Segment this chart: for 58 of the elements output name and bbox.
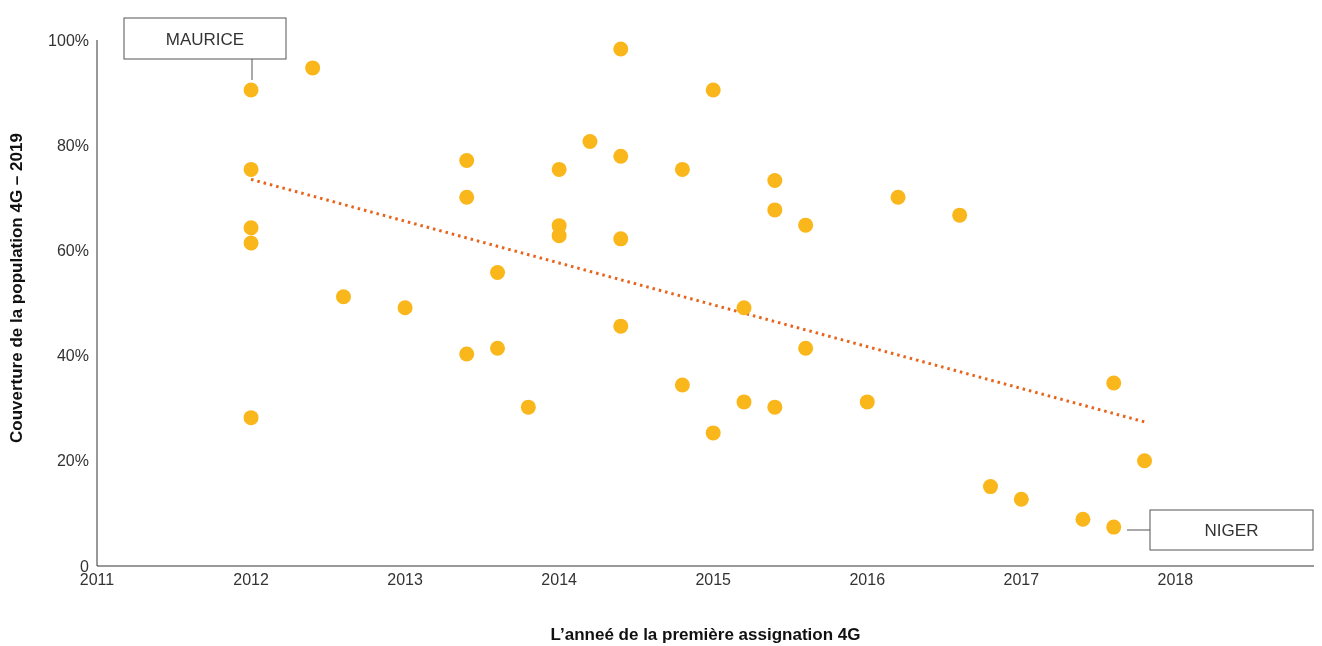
point [490, 264, 506, 280]
x-tick-label: 2015 [695, 571, 732, 589]
point [890, 189, 906, 205]
annotation: NIGER [1204, 521, 1259, 540]
point [490, 340, 506, 356]
point [613, 318, 629, 334]
y-tick-label: 60% [56, 242, 89, 260]
point [859, 394, 875, 410]
y-axis-title: Couverture de la population 4G – 2019 [7, 133, 27, 443]
y-tick-label: 40% [56, 347, 89, 365]
y-tick-label: 80% [56, 136, 89, 154]
point [1013, 491, 1029, 507]
point [551, 161, 567, 177]
x-tick-label: 2017 [1003, 571, 1040, 589]
point [1075, 511, 1091, 527]
point [1106, 375, 1122, 391]
x-tick-label: 2018 [1157, 571, 1194, 589]
x-tick-label: 2016 [849, 571, 886, 589]
point [674, 161, 690, 177]
point [798, 217, 814, 233]
point [459, 189, 475, 205]
point [243, 161, 259, 177]
point [767, 202, 783, 218]
point [335, 289, 351, 305]
point [551, 228, 567, 244]
point [674, 377, 690, 393]
point [798, 340, 814, 356]
point [243, 410, 259, 426]
point [767, 399, 783, 415]
point [459, 346, 475, 362]
point [982, 479, 998, 495]
x-tick-label: 2014 [541, 571, 578, 589]
point [243, 220, 259, 236]
y-tick-label: 100% [48, 31, 89, 49]
point [582, 134, 598, 150]
x-tick-label: 2012 [233, 571, 269, 589]
point [243, 235, 259, 251]
point [397, 300, 413, 316]
point [705, 425, 721, 441]
annotation: MAURICE [165, 29, 245, 49]
y-tick-label: 20% [56, 452, 89, 470]
point [243, 82, 259, 98]
x-tick-label: 2013 [387, 571, 423, 589]
point [305, 60, 321, 76]
point [1106, 519, 1122, 535]
point [736, 394, 752, 410]
point [613, 41, 629, 57]
point [613, 231, 629, 247]
point [736, 300, 752, 316]
point [952, 207, 968, 223]
x-tick-label: 2011 [79, 571, 115, 589]
point [520, 399, 536, 415]
point [767, 172, 783, 188]
point [1137, 453, 1153, 469]
point [613, 148, 629, 164]
point [459, 152, 475, 168]
x-axis-title: L’anneé de la première assignation 4G [550, 625, 861, 644]
point [705, 82, 721, 98]
